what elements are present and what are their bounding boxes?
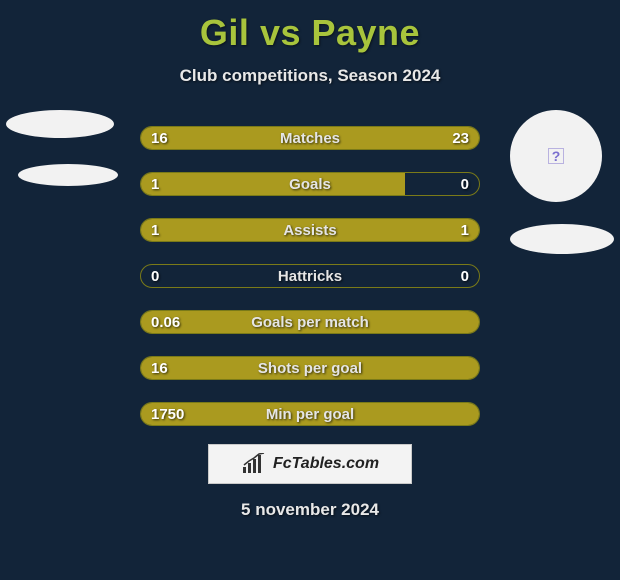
stat-bar: 0.06Goals per match (140, 310, 480, 334)
stat-bar: 1750Min per goal (140, 402, 480, 426)
fctables-logo[interactable]: FcTables.com (208, 444, 412, 484)
logo-text: FcTables.com (273, 455, 379, 473)
stat-bar: 1623Matches (140, 126, 480, 150)
stat-label: Assists (141, 219, 479, 241)
vs-label: vs (260, 12, 301, 53)
stat-label: Matches (141, 127, 479, 149)
footer-date: 5 november 2024 (0, 500, 620, 520)
player2-avatar (510, 110, 614, 254)
stat-label: Shots per goal (141, 357, 479, 379)
avatar-shape (510, 224, 614, 254)
player2-name: Payne (312, 12, 421, 53)
avatar-shape (18, 164, 118, 186)
player1-avatar (6, 110, 118, 186)
stats-bars: 1623Matches 10Goals 11Assists 00Hattricks 0.… (140, 126, 480, 448)
stat-label: Hattricks (141, 265, 479, 287)
stat-bar: 16Shots per goal (140, 356, 480, 380)
stat-bar: 00Hattricks (140, 264, 480, 288)
stat-label: Goals per match (141, 311, 479, 333)
bars-icon (241, 453, 267, 475)
subtitle: Club competitions, Season 2024 (0, 66, 620, 86)
stat-label: Goals (141, 173, 479, 195)
stat-bar: 11Assists (140, 218, 480, 242)
stat-label: Min per goal (141, 403, 479, 425)
avatar-shape (6, 110, 114, 138)
player1-name: Gil (200, 12, 250, 53)
avatar-placeholder-icon (510, 110, 602, 202)
stat-bar: 10Goals (140, 172, 480, 196)
page-title: Gil vs Payne (0, 0, 620, 54)
